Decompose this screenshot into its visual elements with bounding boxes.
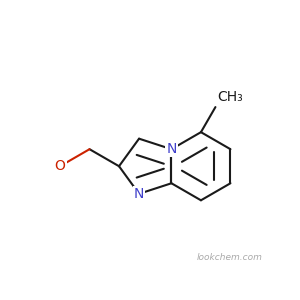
Text: lookchem.com: lookchem.com xyxy=(196,254,262,262)
Text: N: N xyxy=(166,142,177,156)
Text: N: N xyxy=(134,187,144,201)
Text: CH₃: CH₃ xyxy=(218,90,244,104)
Text: O: O xyxy=(55,159,65,173)
